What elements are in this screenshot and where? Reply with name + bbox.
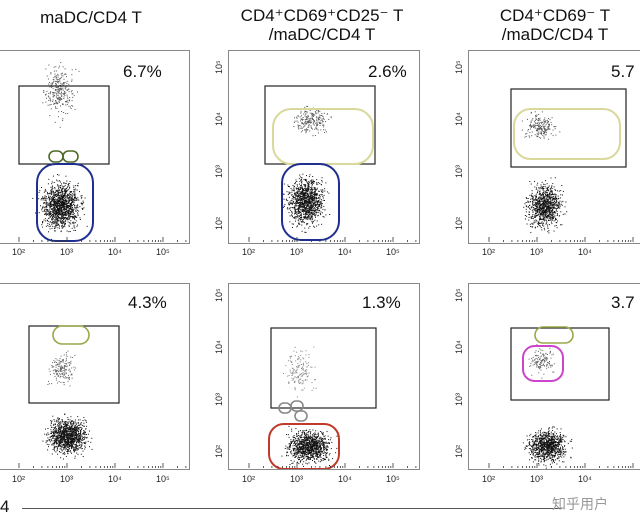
y-tick-label: 10²	[454, 216, 464, 230]
flow-plot-r1c2	[228, 50, 420, 244]
column-title-1: maDC/CD4 T	[6, 8, 176, 27]
x-tick-label: 10⁵	[386, 247, 400, 257]
flow-plot-svg-2	[248, 85, 417, 242]
flow-plot-svg-3	[488, 88, 634, 242]
x-tick-label: 10⁵	[156, 247, 170, 257]
x-tick-label: 10²	[482, 247, 496, 257]
x-tick-label: 10⁵	[156, 474, 170, 484]
gate-percent-r1c1: 6.7%	[123, 62, 162, 81]
gate-oval	[281, 163, 340, 241]
flow-plot-svg-6	[488, 326, 634, 469]
y-tick-label: 10⁴	[454, 112, 464, 126]
gate-rectangle	[28, 325, 120, 404]
event-dots	[521, 111, 568, 234]
y-tick-label: 10²	[214, 216, 224, 230]
y-tick-label: 10⁵	[214, 60, 224, 74]
x-tick-label: 10⁴	[108, 474, 122, 484]
gate-rectangle	[510, 88, 627, 168]
column-title-3-line2: /maDC/CD4 T	[501, 25, 609, 44]
gate-percent-r2c1: 4.3%	[128, 293, 167, 312]
y-tick-label: 10⁴	[454, 340, 464, 354]
y-tick-label: 10⁵	[214, 288, 224, 302]
flow-plot-r2c2	[228, 283, 420, 470]
y-tick-label: 10³	[454, 164, 464, 178]
flow-plot-r1c3	[468, 50, 640, 244]
gate-small-oval	[52, 325, 90, 345]
column-title-2-line1: CD4⁺CD69⁺CD25⁻ T	[240, 6, 404, 25]
gate-percent-r1c2: 2.6%	[368, 62, 407, 81]
x-tick-label: 10³	[530, 474, 544, 484]
y-tick-label: 10⁴	[214, 340, 224, 354]
y-tick-label: 10²	[454, 444, 464, 458]
gate-small-oval	[62, 150, 79, 163]
gate-percent-r2c3: 3.7	[611, 293, 635, 312]
column-title-2-line2: /maDC/CD4 T	[268, 25, 376, 44]
event-dots	[281, 346, 338, 468]
y-tick-label: 10⁵	[454, 60, 464, 74]
x-tick-label: 10⁵	[386, 474, 400, 484]
flow-plot-r2c1	[0, 283, 190, 470]
flow-plot-svg-1	[18, 62, 187, 242]
x-tick-label: 10²	[482, 474, 496, 484]
gate-small-oval	[48, 150, 64, 163]
gate-small-oval	[294, 410, 308, 422]
column-title-2: CD4⁺CD69⁺CD25⁻ T /maDC/CD4 T	[222, 6, 422, 44]
flow-plot-r2c3	[468, 283, 640, 470]
y-tick-label: 10²	[214, 444, 224, 458]
footer-divider	[22, 508, 562, 509]
column-title-1-line1: maDC/CD4 T	[40, 8, 142, 27]
gate-small-oval	[290, 400, 304, 412]
x-tick-label: 10⁴	[578, 474, 592, 484]
x-tick-label: 10²	[242, 474, 256, 484]
watermark-text: 知乎用户	[552, 496, 608, 512]
event-dots	[282, 105, 332, 233]
flow-plot-svg-4	[18, 325, 187, 468]
x-tick-label: 10³	[530, 247, 544, 257]
gate-oval	[513, 108, 621, 160]
gate-rectangle	[270, 327, 377, 409]
x-tick-label: 10²	[12, 247, 26, 257]
y-tick-label: 10³	[214, 164, 224, 178]
x-tick-label: 10⁴	[338, 474, 352, 484]
gate-rectangle	[510, 327, 610, 401]
x-tick-label: 10²	[242, 247, 256, 257]
footer-label: 4	[0, 497, 10, 516]
y-tick-label: 10³	[214, 392, 224, 406]
x-tick-label: 10²	[12, 474, 26, 484]
gate-oval	[522, 345, 564, 382]
x-tick-label: 10⁴	[338, 247, 352, 257]
y-tick-label: 10³	[454, 392, 464, 406]
column-title-3: CD4⁺CD69⁻ T /maDC/CD4 T	[470, 6, 640, 44]
event-dots	[42, 350, 93, 460]
y-tick-label: 10⁴	[214, 112, 224, 126]
x-tick-label: 10³	[60, 474, 74, 484]
column-title-3-line1: CD4⁺CD69⁻ T	[499, 6, 611, 25]
x-tick-label: 10⁴	[578, 247, 592, 257]
flow-plot-svg-5	[248, 327, 417, 469]
x-tick-label: 10³	[290, 247, 304, 257]
gate-percent-r1c3: 5.7	[611, 62, 635, 81]
gate-percent-r2c2: 1.3%	[362, 293, 401, 312]
event-dots	[522, 344, 573, 469]
gate-oval	[268, 423, 340, 469]
gate-small-oval	[534, 326, 574, 344]
x-tick-label: 10³	[60, 247, 74, 257]
x-tick-label: 10⁴	[108, 247, 122, 257]
x-tick-label: 10³	[290, 474, 304, 484]
y-tick-label: 10⁵	[454, 288, 464, 302]
flow-plot-r1c1	[0, 50, 190, 244]
